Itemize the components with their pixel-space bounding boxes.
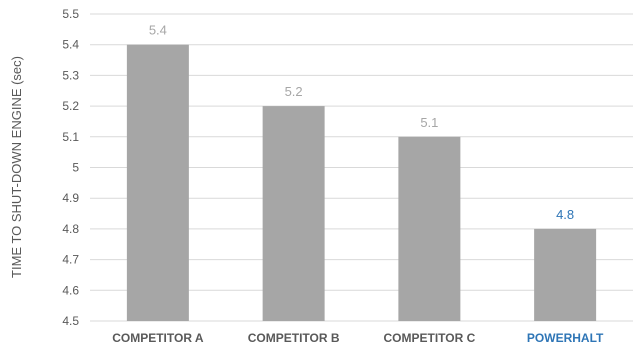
x-tick-label: COMPETITOR B [248,331,340,345]
data-label: 5.4 [149,23,167,38]
y-tick-label: 5.3 [62,68,79,82]
y-tick-labels: 4.5 4.6 4.7 4.8 4.9 5 5.1 5.2 5.3 5.4 5.5 [62,7,79,328]
y-tick-label: 4.7 [62,253,79,267]
data-label: 5.2 [285,84,303,99]
bar [262,106,325,321]
y-tick-label: 5.5 [62,7,79,21]
bar [534,228,597,321]
bar [126,44,189,321]
y-tick-label: 4.5 [62,314,79,328]
y-tick-label: 5 [72,161,79,175]
bars [126,44,597,321]
x-tick-label: POWERHALT [527,331,604,345]
value-labels: 5.4 5.2 5.1 4.8 [149,23,574,222]
y-tick-label: 4.8 [62,222,79,236]
y-tick-label: 5.2 [62,99,79,113]
data-label: 5.1 [420,115,438,130]
y-tick-label: 4.6 [62,283,79,297]
y-tick-label: 5.1 [62,130,79,144]
x-tick-label: COMPETITOR A [112,331,204,345]
y-tick-label: 4.9 [62,191,79,205]
y-tick-label: 5.4 [62,38,79,52]
data-label: 4.8 [556,207,574,222]
x-tick-label: COMPETITOR C [383,331,475,345]
x-tick-labels: COMPETITOR A COMPETITOR B COMPETITOR C POWE… [112,331,604,345]
bar [398,136,461,321]
y-axis-title: TIME TO SHUT-DOWN ENGINE (sec) [9,56,24,278]
